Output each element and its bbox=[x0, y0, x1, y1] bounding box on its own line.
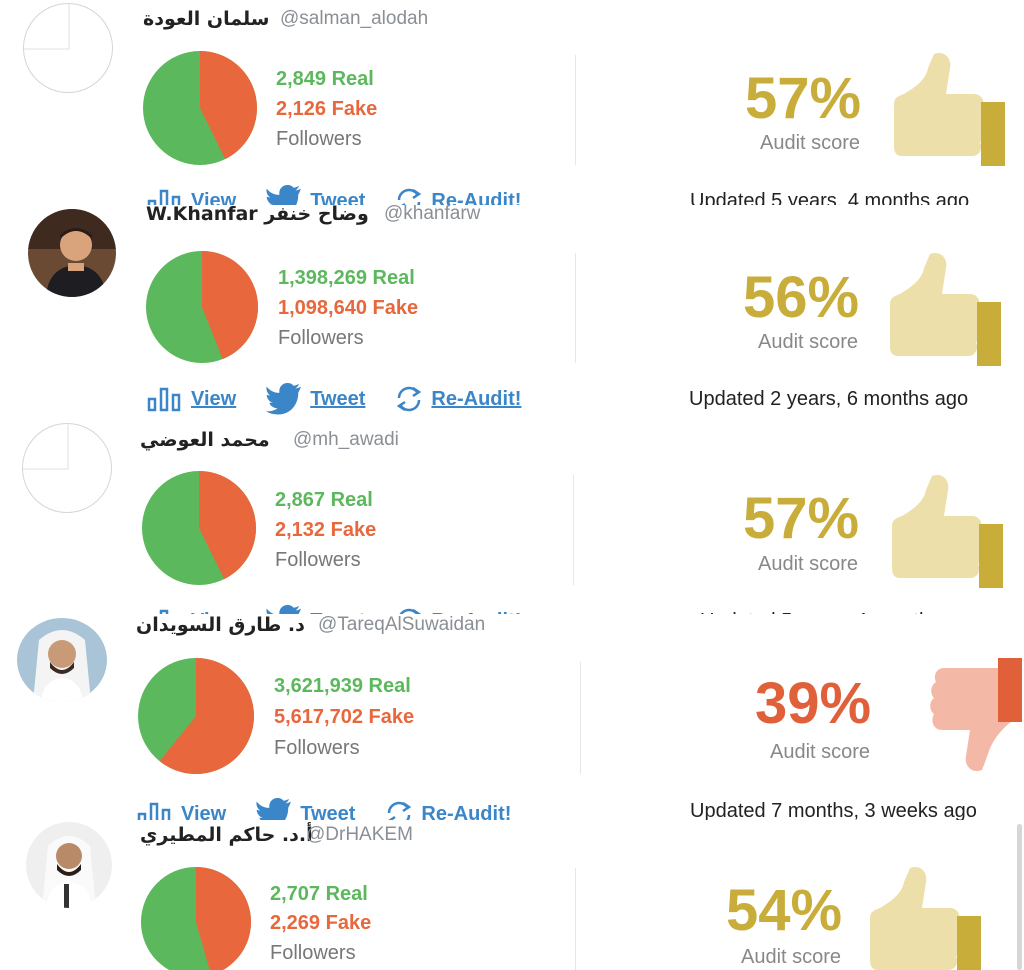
audit-score-value: 57% bbox=[745, 66, 862, 131]
account-actions: View Tweet Re-Audit! bbox=[137, 798, 539, 827]
audit-score-label: Audit score bbox=[741, 946, 842, 968]
avatar-placeholder[interactable] bbox=[23, 3, 113, 93]
followers-pie-chart bbox=[142, 471, 256, 585]
audit-score-label: Audit score bbox=[758, 331, 859, 353]
followers-pie-chart bbox=[143, 51, 257, 165]
tweet-button[interactable]: Tweet bbox=[264, 383, 365, 415]
fake-followers-slice bbox=[200, 51, 257, 160]
tweet-button[interactable]: Tweet bbox=[254, 798, 355, 827]
audit-score-label: Audit score bbox=[770, 741, 871, 763]
divider bbox=[573, 475, 574, 585]
account-handle[interactable]: @khanfarw bbox=[384, 205, 481, 224]
account-name: د. طارق السويدان bbox=[136, 614, 305, 636]
updated-timestamp: Updated 7 months, 3 weeks ago bbox=[690, 800, 977, 822]
audit-score-value: 54% bbox=[726, 878, 843, 943]
account-name: محمد العوضي bbox=[140, 429, 270, 451]
followers-pie-chart bbox=[140, 866, 252, 970]
view-label: View bbox=[181, 802, 227, 825]
real-followers-count: 2,849 Real bbox=[276, 68, 374, 90]
updated-timestamp: Updated 2 years, 6 months ago bbox=[689, 388, 969, 410]
fake-followers-count: 2,269 Fake bbox=[270, 912, 372, 934]
fake-followers-count: 2,126 Fake bbox=[276, 98, 378, 120]
thumbs-up-icon bbox=[894, 52, 1005, 166]
refresh-icon bbox=[397, 386, 422, 412]
avatar[interactable] bbox=[17, 618, 107, 702]
account-card: أ.د. حاكم المطيري @DrHAKEM 2,707 Real 2,… bbox=[0, 820, 1024, 970]
followers-label: Followers bbox=[274, 737, 360, 759]
reaudit-label: Re-Audit! bbox=[431, 387, 522, 410]
account-card: محمد العوضي @mh_awadi 2,867 Real 2,132 F… bbox=[0, 420, 1024, 620]
scrollbar[interactable] bbox=[1017, 824, 1022, 970]
audit-score-value: 56% bbox=[743, 265, 860, 330]
thumbs-down-icon bbox=[930, 658, 1022, 772]
twitter-bird-icon bbox=[256, 798, 292, 827]
tweet-label: Tweet bbox=[310, 387, 366, 410]
twitter-bird-icon bbox=[266, 383, 302, 415]
real-followers-count: 2,707 Real bbox=[270, 883, 368, 905]
real-followers-count: 2,867 Real bbox=[275, 489, 373, 511]
divider bbox=[575, 253, 576, 363]
audit-score-value: 57% bbox=[743, 486, 860, 551]
real-followers-count: 1,398,269 Real bbox=[278, 267, 415, 289]
fake-followers-count: 1,098,640 Fake bbox=[278, 297, 419, 319]
fake-followers-count: 2,132 Fake bbox=[275, 519, 377, 541]
followers-label: Followers bbox=[275, 549, 361, 571]
audit-score-value: 39% bbox=[755, 671, 872, 736]
account-name: سلمان العودة bbox=[143, 8, 270, 30]
followers-label: Followers bbox=[276, 128, 362, 150]
account-name: W.Khanfar وضاح خنفر bbox=[146, 205, 369, 225]
divider bbox=[580, 662, 581, 774]
view-button[interactable]: View bbox=[147, 386, 236, 412]
view-label: View bbox=[191, 387, 237, 410]
account-handle[interactable]: @DrHAKEM bbox=[306, 824, 413, 845]
fake-followers-slice bbox=[159, 658, 254, 774]
thumbs-up-icon bbox=[870, 866, 981, 970]
bar-chart-icon bbox=[147, 387, 181, 412]
avatar-placeholder[interactable] bbox=[22, 423, 112, 513]
fake-followers-count: 5,617,702 Fake bbox=[274, 706, 415, 728]
account-handle[interactable]: @TareqAlSuwaidan bbox=[318, 614, 486, 635]
thumbs-up-icon bbox=[890, 252, 1001, 366]
reaudit-button[interactable]: Re-Audit! bbox=[393, 384, 521, 414]
account-name: أ.د. حاكم المطيري bbox=[140, 824, 313, 846]
audit-score-label: Audit score bbox=[760, 132, 861, 154]
fake-followers-slice bbox=[202, 250, 259, 360]
avatar[interactable] bbox=[26, 822, 112, 908]
divider bbox=[575, 55, 576, 165]
reaudit-label: Re-Audit! bbox=[421, 802, 512, 825]
account-handle[interactable]: @mh_awadi bbox=[293, 429, 399, 450]
real-followers-count: 3,621,939 Real bbox=[274, 675, 411, 697]
followers-label: Followers bbox=[270, 942, 356, 964]
account-handle[interactable]: @salman_alodah bbox=[280, 8, 429, 29]
account-card: W.Khanfar وضاح خنفر @khanfarw 1,398,269 … bbox=[0, 205, 1024, 427]
avatar[interactable] bbox=[28, 209, 116, 297]
tweet-label: Tweet bbox=[300, 802, 356, 825]
followers-pie-chart bbox=[145, 250, 259, 364]
thumbs-up-icon bbox=[892, 474, 1003, 588]
account-card: د. طارق السويدان @TareqAlSuwaidan 3,621,… bbox=[0, 614, 1024, 827]
followers-pie-chart bbox=[138, 658, 254, 774]
fake-followers-slice bbox=[196, 866, 252, 970]
account-actions: View Tweet Re-Audit! bbox=[147, 383, 549, 415]
followers-label: Followers bbox=[278, 327, 364, 349]
account-card: سلمان العودة @salman_alodah 2,849 Real 2… bbox=[0, 0, 1024, 215]
divider bbox=[575, 868, 576, 970]
fake-followers-slice bbox=[199, 471, 256, 580]
audit-score-label: Audit score bbox=[758, 553, 859, 575]
